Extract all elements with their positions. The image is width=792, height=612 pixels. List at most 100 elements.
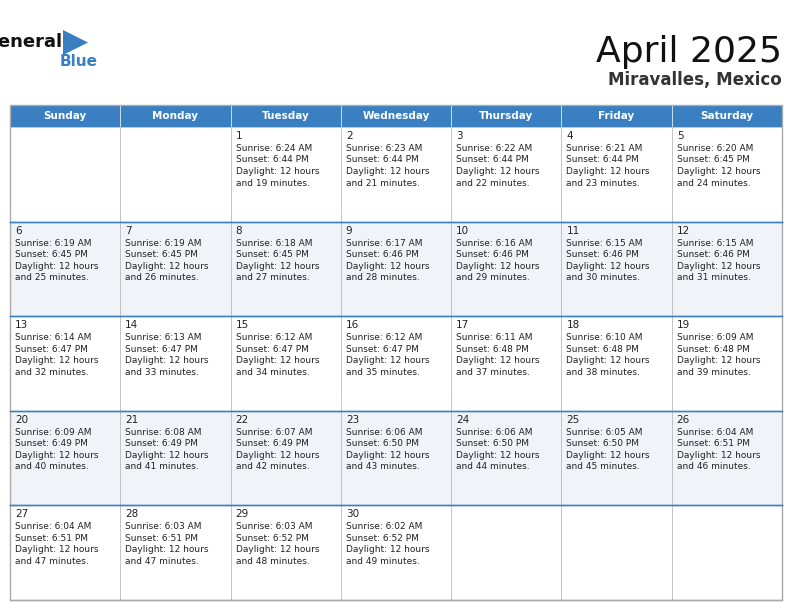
Text: Daylight: 12 hours: Daylight: 12 hours [15,356,98,365]
Text: and 42 minutes.: and 42 minutes. [235,462,309,471]
Text: Sunset: 6:46 PM: Sunset: 6:46 PM [566,250,639,259]
Text: 7: 7 [125,226,132,236]
Text: Sunset: 6:47 PM: Sunset: 6:47 PM [125,345,198,354]
Text: and 47 minutes.: and 47 minutes. [15,557,89,566]
Text: Sunrise: 6:02 AM: Sunrise: 6:02 AM [346,523,422,531]
Text: and 47 minutes.: and 47 minutes. [125,557,199,566]
Text: Daylight: 12 hours: Daylight: 12 hours [566,167,650,176]
Bar [10,411,120,506]
Text: Friday: Friday [599,111,634,121]
Text: 10: 10 [456,226,470,236]
Bar [120,105,230,127]
Text: Sunset: 6:48 PM: Sunset: 6:48 PM [676,345,749,354]
Text: Daylight: 12 hours: Daylight: 12 hours [15,261,98,271]
Text: and 26 minutes.: and 26 minutes. [125,273,199,282]
Text: 15: 15 [235,320,249,330]
Bar [10,506,120,600]
Bar [562,506,672,600]
Text: and 29 minutes.: and 29 minutes. [456,273,530,282]
Text: April 2025: April 2025 [596,35,782,69]
Text: 13: 13 [15,320,29,330]
Text: Daylight: 12 hours: Daylight: 12 hours [235,451,319,460]
Text: Daylight: 12 hours: Daylight: 12 hours [125,356,209,365]
Bar [672,411,782,506]
Text: Sunrise: 6:12 AM: Sunrise: 6:12 AM [346,333,422,342]
Text: Daylight: 12 hours: Daylight: 12 hours [676,356,760,365]
Text: 19: 19 [676,320,690,330]
Bar [672,105,782,127]
Text: Sunrise: 6:12 AM: Sunrise: 6:12 AM [235,333,312,342]
Text: Daylight: 12 hours: Daylight: 12 hours [566,451,650,460]
Text: 12: 12 [676,226,690,236]
Text: Daylight: 12 hours: Daylight: 12 hours [456,167,539,176]
Text: Sunset: 6:49 PM: Sunset: 6:49 PM [125,439,198,449]
Text: Sunrise: 6:19 AM: Sunrise: 6:19 AM [125,239,202,248]
Text: Daylight: 12 hours: Daylight: 12 hours [235,545,319,554]
Text: 3: 3 [456,131,463,141]
Text: Sunset: 6:49 PM: Sunset: 6:49 PM [15,439,88,449]
Bar [120,506,230,600]
Text: Sunrise: 6:04 AM: Sunrise: 6:04 AM [15,523,91,531]
Text: Sunset: 6:51 PM: Sunset: 6:51 PM [676,439,750,449]
Bar [341,316,451,411]
Text: 20: 20 [15,415,29,425]
Bar [562,411,672,506]
Text: 29: 29 [235,509,249,520]
Text: 2: 2 [346,131,352,141]
Text: and 33 minutes.: and 33 minutes. [125,368,199,377]
Text: 16: 16 [346,320,359,330]
Bar [120,222,230,316]
Text: Daylight: 12 hours: Daylight: 12 hours [15,451,98,460]
Text: and 31 minutes.: and 31 minutes. [676,273,751,282]
Text: Daylight: 12 hours: Daylight: 12 hours [235,261,319,271]
Bar [451,411,562,506]
Text: and 24 minutes.: and 24 minutes. [676,179,750,187]
Text: Daylight: 12 hours: Daylight: 12 hours [346,356,429,365]
Bar [120,316,230,411]
Text: Sunrise: 6:06 AM: Sunrise: 6:06 AM [456,428,533,437]
Bar [451,127,562,222]
Text: Sunrise: 6:22 AM: Sunrise: 6:22 AM [456,144,532,153]
Text: Sunset: 6:51 PM: Sunset: 6:51 PM [15,534,88,543]
Text: Sunset: 6:46 PM: Sunset: 6:46 PM [456,250,529,259]
Text: Daylight: 12 hours: Daylight: 12 hours [235,356,319,365]
Bar [341,411,451,506]
Text: Sunset: 6:49 PM: Sunset: 6:49 PM [235,439,308,449]
Text: 25: 25 [566,415,580,425]
Bar [10,222,120,316]
Bar [341,506,451,600]
Text: and 40 minutes.: and 40 minutes. [15,462,89,471]
Text: Sunrise: 6:08 AM: Sunrise: 6:08 AM [125,428,202,437]
Bar [672,506,782,600]
Bar [10,105,120,127]
Bar [451,506,562,600]
Text: 21: 21 [125,415,139,425]
Text: Sunrise: 6:16 AM: Sunrise: 6:16 AM [456,239,533,248]
Text: Sunset: 6:44 PM: Sunset: 6:44 PM [566,155,639,165]
Text: Sunset: 6:52 PM: Sunset: 6:52 PM [235,534,308,543]
Text: Daylight: 12 hours: Daylight: 12 hours [125,545,209,554]
Text: Sunrise: 6:09 AM: Sunrise: 6:09 AM [676,333,753,342]
Bar [120,411,230,506]
Text: Sunrise: 6:09 AM: Sunrise: 6:09 AM [15,428,92,437]
Text: and 49 minutes.: and 49 minutes. [346,557,420,566]
Text: 28: 28 [125,509,139,520]
Text: Sunrise: 6:15 AM: Sunrise: 6:15 AM [676,239,753,248]
Text: Sunday: Sunday [44,111,87,121]
Text: and 48 minutes.: and 48 minutes. [235,557,310,566]
Text: and 35 minutes.: and 35 minutes. [346,368,420,377]
Text: and 27 minutes.: and 27 minutes. [235,273,310,282]
Bar [562,127,672,222]
Text: Saturday: Saturday [700,111,753,121]
Text: Sunrise: 6:03 AM: Sunrise: 6:03 AM [125,523,202,531]
Bar [672,316,782,411]
Text: and 19 minutes.: and 19 minutes. [235,179,310,187]
Bar [120,127,230,222]
Text: Sunrise: 6:21 AM: Sunrise: 6:21 AM [566,144,643,153]
Text: 30: 30 [346,509,359,520]
Text: 8: 8 [235,226,242,236]
Text: 17: 17 [456,320,470,330]
Text: 27: 27 [15,509,29,520]
Text: Sunrise: 6:06 AM: Sunrise: 6:06 AM [346,428,422,437]
Text: Daylight: 12 hours: Daylight: 12 hours [676,261,760,271]
